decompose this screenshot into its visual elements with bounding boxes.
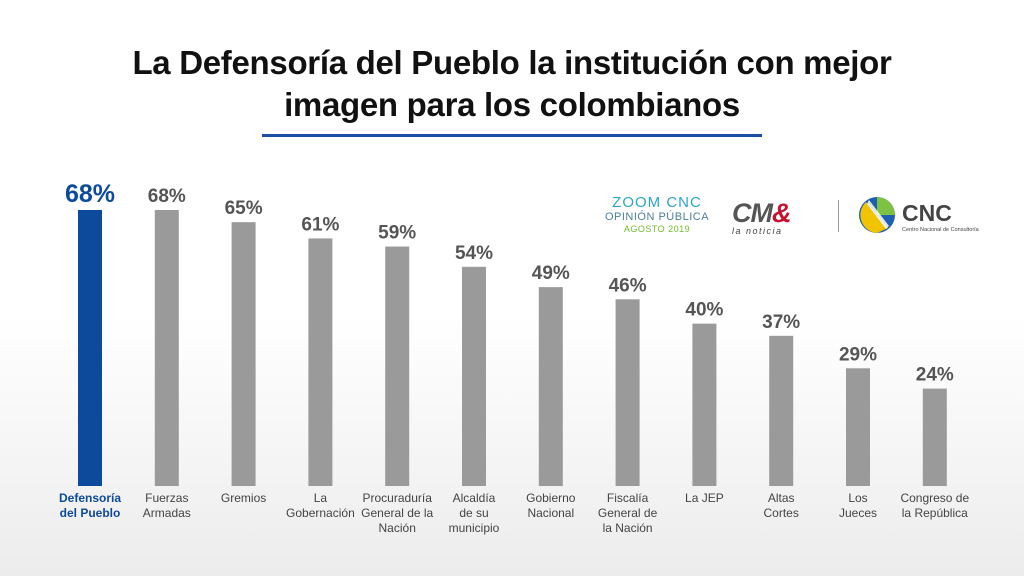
value-label-2: 65% xyxy=(225,198,263,219)
survey-date-text: AGOSTO 2019 xyxy=(623,224,691,234)
cnc-logo-subtext: Centro Nacional de Consultoría xyxy=(902,227,979,233)
bar-0 xyxy=(78,210,102,486)
bar-2 xyxy=(231,222,256,487)
category-label-2: Gremios xyxy=(221,491,266,505)
value-label-10: 29% xyxy=(839,344,877,365)
title-line-2: imagen para los colombianos xyxy=(284,86,740,123)
logo-divider xyxy=(838,200,839,232)
value-label-3: 61% xyxy=(301,214,339,235)
value-label-5: 54% xyxy=(455,243,493,264)
bar-3 xyxy=(308,238,333,486)
category-label-7: Fiscalía General de la Nación xyxy=(598,491,658,535)
bar-7 xyxy=(615,299,640,486)
value-label-8: 40% xyxy=(685,300,723,321)
title-line-1: La Defensoría del Pueblo la institución … xyxy=(132,44,892,81)
title-underline xyxy=(262,134,762,137)
bar-10 xyxy=(846,368,870,486)
category-label-0: Defensoría del Pueblo xyxy=(59,491,121,520)
value-label-4: 59% xyxy=(378,223,416,244)
cnc-logo-text: CNC xyxy=(902,200,952,226)
zoom-cnc-branding: ZOOM CNC OPINIÓN PÚBLICA AGOSTO 2019 xyxy=(598,194,716,234)
cm-logo-sub: la noticia xyxy=(732,226,783,236)
bar-11 xyxy=(922,388,947,486)
chart-title: La Defensoría del Pueblo la institución … xyxy=(0,42,1024,126)
value-label-1: 68% xyxy=(148,186,186,207)
category-label-6: Gobierno Nacional xyxy=(526,491,576,520)
category-label-5: Alcaldía de su municipio xyxy=(449,491,500,535)
bar-6 xyxy=(538,287,563,486)
opinion-publica-text: OPINIÓN PÚBLICA xyxy=(604,211,710,223)
category-label-11: Congreso de la República xyxy=(900,491,969,520)
bar-1 xyxy=(154,210,179,486)
category-label-4: Procuraduría General de la Nación xyxy=(361,491,433,535)
bar-9 xyxy=(769,335,794,486)
category-label-3: La Gobernación xyxy=(286,491,355,520)
category-label-10: Los Jueces xyxy=(839,491,877,520)
cm-logo: CM& la noticia xyxy=(732,198,822,237)
value-label-11: 24% xyxy=(916,365,954,386)
cm-logo-amp: & xyxy=(772,198,791,228)
value-label-6: 49% xyxy=(532,263,570,284)
category-label-1: Fuerzas Armadas xyxy=(143,491,191,520)
bar-5 xyxy=(462,266,486,486)
value-label-0: 68% xyxy=(65,180,115,208)
bar-4 xyxy=(385,246,410,486)
value-label-7: 46% xyxy=(609,275,647,296)
value-label-9: 37% xyxy=(762,312,800,333)
category-label-9: Altas Cortes xyxy=(764,491,799,520)
bar-8 xyxy=(692,323,717,486)
cm-logo-main: CM xyxy=(732,198,773,228)
zoom-cnc-text: ZOOM CNC xyxy=(612,194,702,211)
cnc-logo-icon xyxy=(859,197,895,233)
category-label-8: La JEP xyxy=(685,491,724,505)
